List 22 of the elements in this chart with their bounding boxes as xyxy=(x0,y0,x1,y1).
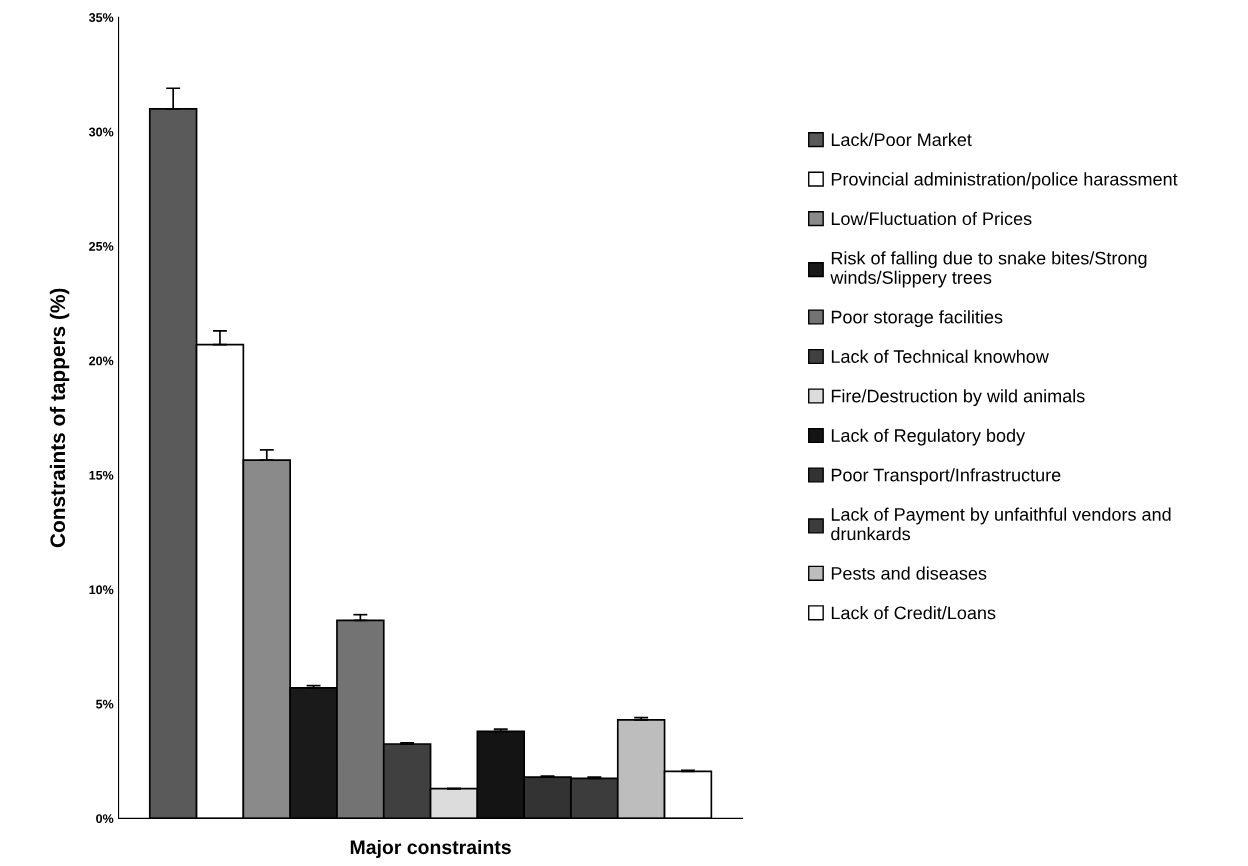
legend-label: Provincial administration/police harassment xyxy=(831,172,1178,190)
y-tick-label: 10% xyxy=(89,585,114,595)
y-tick-label: 0% xyxy=(96,814,114,824)
x-axis-title: Major constraints xyxy=(350,839,511,859)
legend-label: Pests and diseases xyxy=(831,566,987,580)
legend-label: Lack/Poor Market xyxy=(831,132,972,147)
y-tick-label: 20% xyxy=(89,356,114,366)
y-tick-label: 30% xyxy=(88,127,114,137)
legend-label: Lack of Regulatory body xyxy=(831,428,1026,446)
legend-label: Risk of falling due to snake bites/Strong winds/Slippery trees xyxy=(830,251,1147,288)
legend-label: Lack of Credit/Loans xyxy=(831,606,996,620)
y-tick-label: 35% xyxy=(88,13,114,22)
y-axis-title: Constraints of tappers (%) xyxy=(49,288,70,548)
y-tick-label: 15% xyxy=(89,470,114,480)
legend-label: Fire/Destruction by wild animals xyxy=(831,389,1085,406)
legend-label: Lack of Payment by unfaithful vendors and drunkards xyxy=(831,507,1171,541)
legend-label: Lack of Technical knowhow xyxy=(831,349,1049,363)
legend-label: Poor Transport/Infrastructure xyxy=(831,468,1061,485)
legend-label: Low/Fluctuation of Prices xyxy=(831,211,1032,226)
y-tick-label: 5% xyxy=(96,699,114,709)
y-tick-label: 25% xyxy=(89,241,114,251)
legend-label: Poor storage facilities xyxy=(831,310,1003,328)
